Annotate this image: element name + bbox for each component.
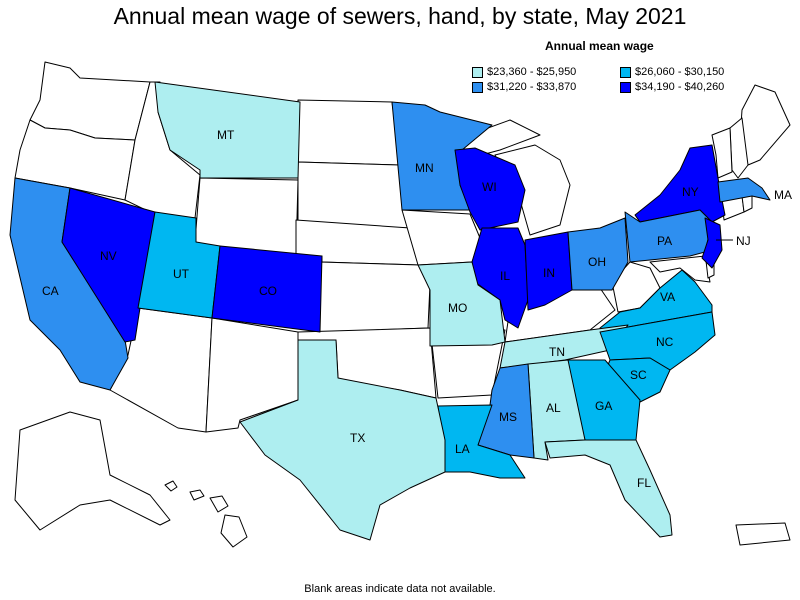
- state-label-in: IN: [543, 266, 555, 280]
- legend-label: $31,220 - $33,870: [487, 81, 577, 93]
- state-label-fl: FL: [637, 476, 651, 490]
- state-label-mn: MN: [415, 161, 434, 175]
- state-vt: [711, 127, 733, 179]
- state-ak: [14, 411, 171, 531]
- state-ma: [717, 177, 771, 203]
- state-label-ga: GA: [595, 399, 612, 413]
- legend-label: $34,190 - $40,260: [635, 81, 725, 93]
- state-label-co: CO: [259, 284, 277, 298]
- legend-title: Annual mean wage: [545, 39, 654, 53]
- state-nj: [701, 217, 723, 269]
- state-label-ny: NY: [682, 185, 699, 199]
- legend-item-tier-1: $23,360 - $25,950: [472, 66, 576, 79]
- state-ks: [319, 261, 431, 333]
- state-me: [739, 84, 791, 166]
- state-label-ut: UT: [173, 267, 190, 281]
- state-label-nv: NV: [100, 249, 117, 263]
- legend-item-tier-2: $26,060 - $30,150: [620, 66, 724, 79]
- state-fl: [544, 439, 673, 538]
- territory-pr: [735, 522, 791, 546]
- state-tx: [239, 339, 446, 541]
- state-in: [524, 231, 573, 311]
- legend-swatch: [472, 67, 483, 78]
- legend-label: $26,060 - $30,150: [635, 66, 725, 78]
- state-label-la: LA: [455, 442, 470, 456]
- state-label-pa: PA: [657, 234, 672, 248]
- state-label-oh: OH: [588, 255, 606, 269]
- state-hi: [164, 480, 248, 548]
- state-la: [437, 404, 526, 479]
- state-labels: MT MN WI NY MA CA NV UT CO IL IN OH PA N…: [42, 128, 792, 490]
- legend-swatch: [620, 67, 631, 78]
- state-label-tn: TN: [549, 345, 565, 359]
- state-nv: [61, 187, 156, 343]
- state-mt: [154, 81, 301, 179]
- state-label-mo: MO: [448, 301, 467, 315]
- state-nd: [297, 99, 401, 166]
- state-label-va: VA: [660, 290, 675, 304]
- footnote: Blank areas indicate data not available.: [304, 583, 496, 595]
- state-label-ma: MA: [774, 188, 792, 202]
- state-oh: [567, 217, 629, 291]
- state-label-nj: NJ: [736, 234, 751, 248]
- data-states: [9, 81, 771, 541]
- page-title: Annual mean wage of sewers, hand, by sta…: [113, 3, 687, 29]
- state-label-al: AL: [546, 401, 561, 415]
- state-label-ms: MS: [499, 410, 517, 424]
- state-label-wi: WI: [482, 180, 497, 194]
- state-label-nc: NC: [656, 335, 674, 349]
- state-wi: [454, 147, 526, 231]
- state-sd: [297, 161, 411, 229]
- state-label-mt: MT: [217, 128, 235, 142]
- legend-swatch: [620, 82, 631, 93]
- legend-item-tier-4: $34,190 - $40,260: [620, 81, 724, 94]
- legend-label: $23,360 - $25,950: [487, 66, 577, 78]
- legend-swatch: [472, 82, 483, 93]
- us-map: MT MN WI NY MA CA NV UT CO IL IN OH PA N…: [9, 61, 792, 548]
- state-ny: [634, 144, 726, 223]
- legend-item-tier-3: $31,220 - $33,870: [472, 81, 576, 94]
- state-co: [211, 245, 323, 333]
- state-label-ca: CA: [42, 284, 59, 298]
- state-ri: [741, 195, 753, 213]
- state-label-sc: SC: [630, 368, 647, 382]
- state-label-il: IL: [500, 269, 510, 283]
- legend: Annual mean wage $23,360 - $25,950 $26,0…: [468, 36, 798, 98]
- state-label-tx: TX: [350, 431, 365, 445]
